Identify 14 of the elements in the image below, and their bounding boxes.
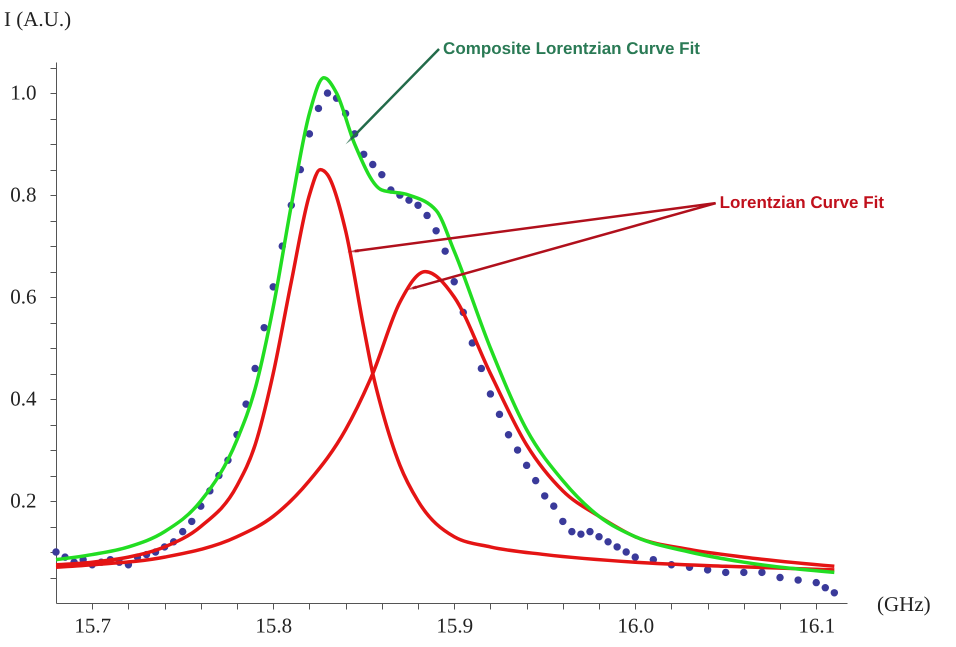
y-tick-label: 0.6 xyxy=(10,284,36,309)
y-tick-label: 0.4 xyxy=(10,386,37,411)
y-tick-label: 1.0 xyxy=(10,80,36,105)
y-tick-label: 0.8 xyxy=(10,182,36,207)
x-tick-label: 15.7 xyxy=(74,614,112,638)
x-tick-label: 15.8 xyxy=(255,614,292,638)
x-axis-title: (GHz) xyxy=(877,592,931,616)
annotation: Lorentzian Curve Fit xyxy=(720,193,884,212)
x-tick-label: 16.0 xyxy=(617,614,654,638)
x-tick-label: 15.9 xyxy=(436,614,474,638)
annotation: Composite Lorentzian Curve Fit xyxy=(443,38,700,58)
x-tick-label: 16.1 xyxy=(798,614,836,638)
y-axis-title: I (A.U.) xyxy=(4,7,72,31)
y-tick-label: 0.2 xyxy=(10,488,36,513)
